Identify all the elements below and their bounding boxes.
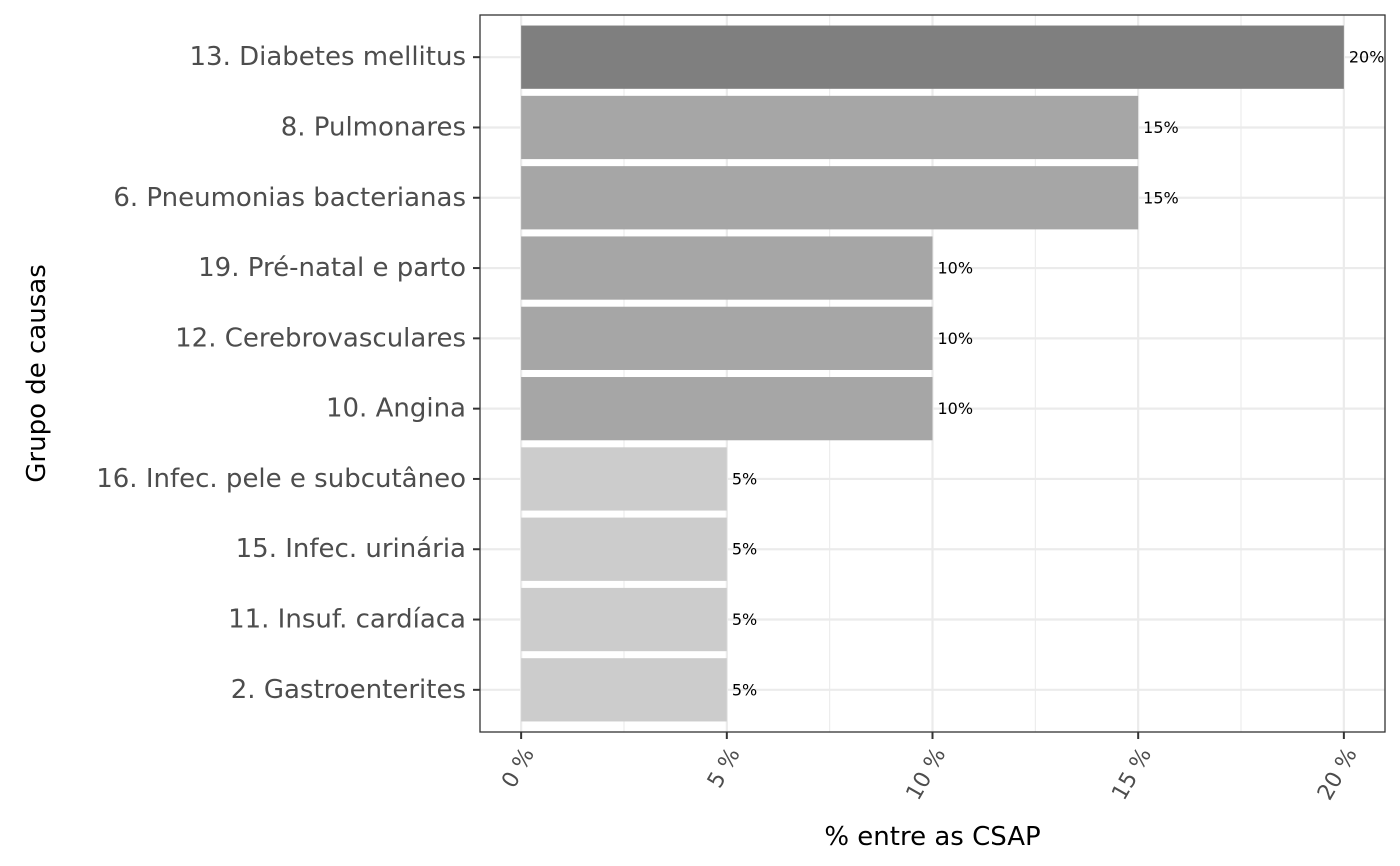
bar	[521, 658, 727, 722]
y-tick-label: 19. Pré-natal e parto	[198, 253, 466, 283]
data-label: 5%	[732, 469, 757, 488]
x-axis-title: % entre as CSAP	[824, 822, 1040, 852]
y-tick-label: 10. Angina	[326, 394, 466, 424]
y-tick-label: 12. Cerebrovasculares	[175, 323, 466, 353]
bar	[521, 587, 727, 652]
data-label: 20%	[1349, 48, 1385, 67]
data-label: 5%	[732, 540, 757, 559]
y-tick-label: 6. Pneumonias bacterianas	[113, 183, 466, 213]
bar	[521, 236, 933, 300]
y-axis-title: Grupo de causas	[22, 264, 52, 483]
data-label: 10%	[938, 399, 974, 418]
y-tick-label: 2. Gastroenterites	[231, 675, 466, 705]
data-label: 15%	[1143, 118, 1179, 137]
data-label: 10%	[938, 259, 974, 278]
bar	[521, 306, 933, 370]
bar	[521, 25, 1344, 89]
bar	[521, 447, 727, 511]
data-label: 10%	[938, 329, 974, 348]
data-label: 15%	[1143, 188, 1179, 207]
y-tick-label: 16. Infec. pele e subcutâneo	[96, 464, 466, 494]
y-tick-label: 15. Infec. urinária	[236, 534, 466, 564]
bars: 20% 15% 15% 10% 10% 10% 5% 5% 5% 5%	[521, 25, 1385, 722]
bar	[521, 377, 933, 441]
bar	[521, 517, 727, 581]
y-tick-label: 13. Diabetes mellitus	[189, 42, 466, 72]
bar	[521, 166, 1139, 230]
data-label: 5%	[732, 610, 757, 629]
y-tick-label: 8. Pulmonares	[281, 112, 466, 142]
bar	[521, 95, 1139, 160]
y-axis: 13. Diabetes mellitus 8. Pulmonares 6. Pne…	[96, 42, 480, 705]
data-label: 5%	[732, 680, 757, 699]
y-tick-label: 11. Insuf. cardíaca	[228, 605, 466, 635]
